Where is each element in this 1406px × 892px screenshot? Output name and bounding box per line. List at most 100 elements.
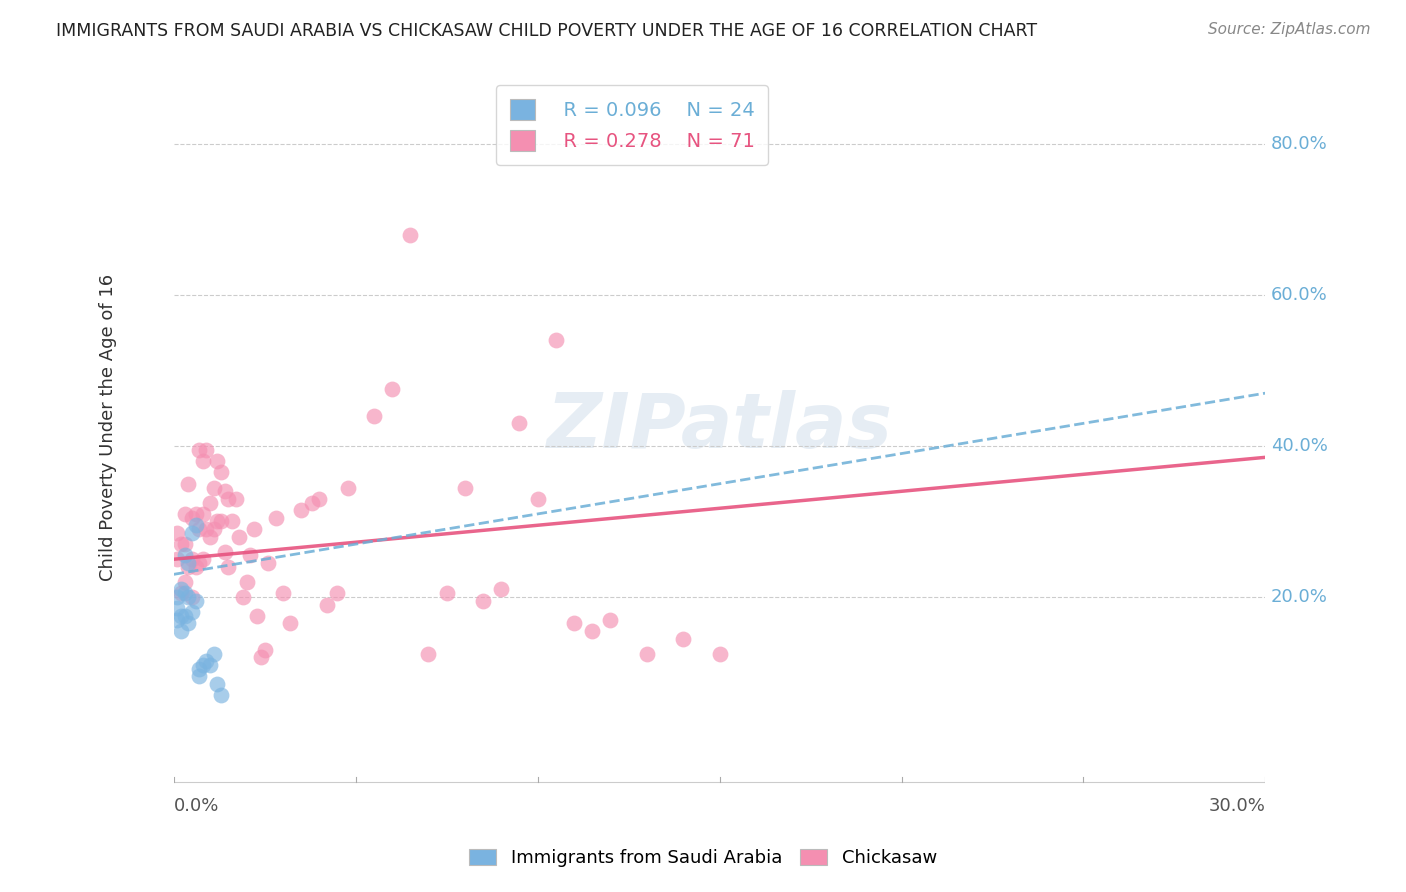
Text: 20.0%: 20.0%: [1271, 588, 1327, 606]
Point: [202, 522, 225, 536]
Point: [209, 466, 232, 480]
Text: Source: ZipAtlas.com: Source: ZipAtlas.com: [1208, 22, 1371, 37]
Point: [257, 556, 280, 570]
Point: [177, 559, 200, 574]
Point: [418, 647, 440, 661]
Point: [239, 549, 262, 563]
Point: [243, 522, 266, 536]
Point: [184, 559, 207, 574]
Point: [508, 417, 530, 431]
Point: [207, 454, 229, 468]
Point: [436, 586, 458, 600]
Point: [177, 476, 200, 491]
Point: [170, 537, 193, 551]
Point: [315, 598, 337, 612]
Point: [209, 688, 232, 702]
Point: [472, 593, 495, 607]
Point: [188, 669, 211, 683]
Point: [181, 510, 204, 524]
Point: [301, 495, 323, 509]
Point: [246, 608, 269, 623]
Point: [184, 507, 207, 521]
Point: [308, 491, 330, 506]
Point: [209, 515, 232, 529]
Point: [181, 590, 204, 604]
Legend:   R = 0.096    N = 24,   R = 0.278    N = 71: R = 0.096 N = 24, R = 0.278 N = 71: [496, 86, 768, 165]
Point: [170, 608, 193, 623]
Point: [250, 650, 273, 665]
Point: [177, 590, 200, 604]
Point: [337, 481, 360, 495]
Point: [399, 227, 422, 242]
Point: [173, 537, 195, 551]
Point: [198, 530, 221, 544]
Point: [198, 495, 221, 509]
Point: [191, 657, 214, 672]
Point: [166, 590, 188, 604]
Point: [173, 507, 195, 521]
Point: [177, 556, 200, 570]
Point: [173, 608, 195, 623]
Point: [188, 442, 211, 457]
Text: Child Poverty Under the Age of 16: Child Poverty Under the Age of 16: [100, 274, 117, 581]
Point: [188, 556, 211, 570]
Point: [214, 544, 236, 558]
Point: [278, 616, 301, 631]
Point: [214, 484, 236, 499]
Point: [170, 624, 193, 638]
Point: [207, 677, 229, 691]
Point: [195, 442, 218, 457]
Point: [191, 507, 214, 521]
Point: [207, 515, 229, 529]
Point: [181, 552, 204, 566]
Point: [166, 552, 188, 566]
Point: [636, 647, 658, 661]
Point: [170, 586, 193, 600]
Point: [188, 522, 211, 536]
Point: [170, 582, 193, 597]
Point: [253, 643, 276, 657]
Text: 80.0%: 80.0%: [1271, 135, 1327, 153]
Point: [177, 616, 200, 631]
Text: 40.0%: 40.0%: [1271, 437, 1327, 455]
Point: [202, 647, 225, 661]
Point: [235, 574, 257, 589]
Point: [562, 616, 585, 631]
Point: [195, 654, 218, 668]
Point: [195, 522, 218, 536]
Point: [225, 491, 247, 506]
Point: [181, 525, 204, 540]
Point: [166, 601, 188, 615]
Point: [599, 613, 621, 627]
Point: [202, 481, 225, 495]
Point: [184, 593, 207, 607]
Point: [326, 586, 349, 600]
Point: [217, 491, 239, 506]
Point: [173, 574, 195, 589]
Point: [363, 409, 385, 423]
Text: 30.0%: 30.0%: [1209, 797, 1265, 815]
Text: IMMIGRANTS FROM SAUDI ARABIA VS CHICKASAW CHILD POVERTY UNDER THE AGE OF 16 CORR: IMMIGRANTS FROM SAUDI ARABIA VS CHICKASA…: [56, 22, 1038, 40]
Point: [709, 647, 731, 661]
Text: ZIPatlas: ZIPatlas: [547, 390, 893, 464]
Text: 0.0%: 0.0%: [174, 797, 219, 815]
Point: [544, 334, 567, 348]
Point: [191, 454, 214, 468]
Point: [526, 491, 548, 506]
Point: [221, 515, 243, 529]
Point: [381, 383, 404, 397]
Point: [581, 624, 603, 638]
Point: [454, 481, 477, 495]
Point: [181, 605, 204, 619]
Point: [290, 503, 312, 517]
Point: [217, 559, 239, 574]
Point: [188, 662, 211, 676]
Point: [173, 549, 195, 563]
Point: [264, 510, 287, 524]
Point: [173, 586, 195, 600]
Point: [491, 582, 513, 597]
Legend: Immigrants from Saudi Arabia, Chickasaw: Immigrants from Saudi Arabia, Chickasaw: [463, 841, 943, 874]
Point: [672, 632, 695, 646]
Point: [232, 590, 254, 604]
Point: [166, 525, 188, 540]
